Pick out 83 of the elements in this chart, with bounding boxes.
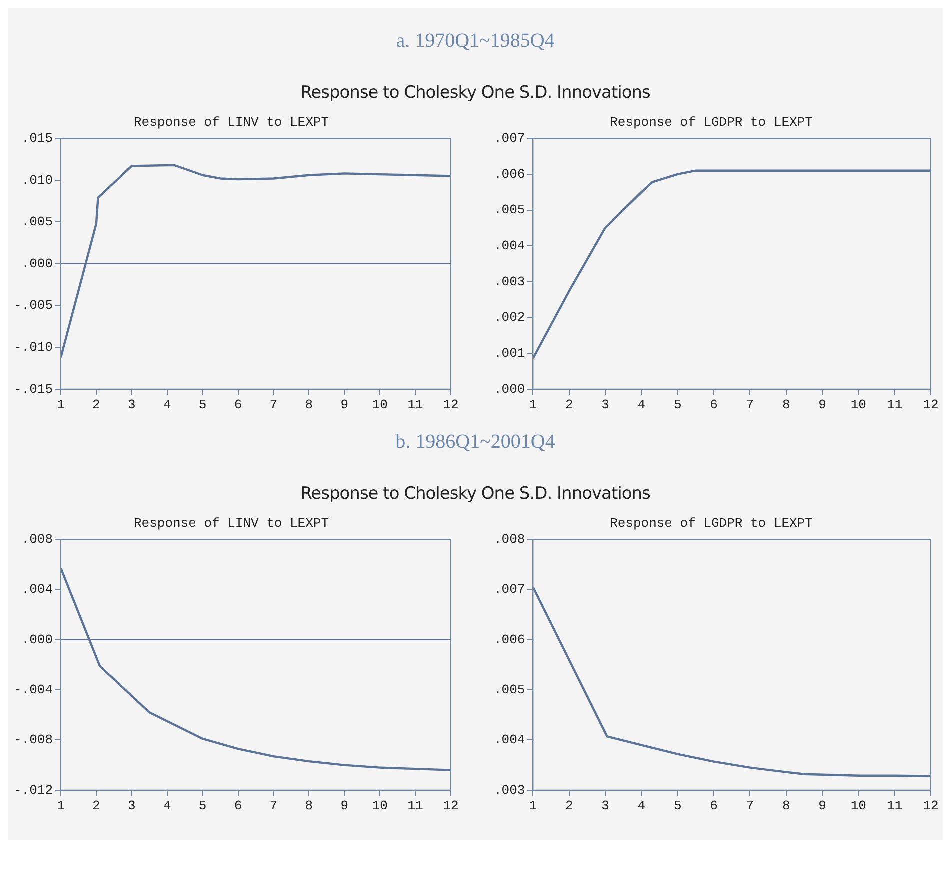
y-tick-label: .000 xyxy=(494,382,526,397)
y-tick-label: .003 xyxy=(494,274,526,290)
x-tick-label: 10 xyxy=(372,398,388,413)
text: b. 1986Q1~2001Q4 xyxy=(394,431,556,454)
y-tick-label: .010 xyxy=(22,172,54,188)
x-tick-label: 12 xyxy=(923,798,939,814)
x-tick-label: 6 xyxy=(234,398,242,413)
x-tick-label: 7 xyxy=(270,398,278,413)
y-tick-label: .006 xyxy=(494,632,526,648)
x-tick-label: 1 xyxy=(57,798,66,814)
x-tick-label: 3 xyxy=(602,798,610,814)
y-tick-label: .007 xyxy=(494,582,526,598)
y-tick-label: .005 xyxy=(494,202,526,218)
x-tick-label: 3 xyxy=(128,798,136,814)
y-tick-label: -.010 xyxy=(14,340,54,356)
x-tick-label: 12 xyxy=(443,398,459,413)
y-tick-label: .004 xyxy=(22,582,54,598)
x-tick-label: 12 xyxy=(923,398,939,413)
y-tick-label: -.012 xyxy=(14,782,54,798)
x-tick-label: 11 xyxy=(408,798,424,814)
x-tick-label: 5 xyxy=(674,398,682,413)
text: Response to Cholesky One S.D. Innovations xyxy=(300,83,652,103)
y-tick-label: -.005 xyxy=(14,298,54,314)
y-tick-label: .008 xyxy=(22,532,54,548)
text: a. 1970Q1~1985Q4 xyxy=(395,30,556,53)
y-tick-label: .015 xyxy=(22,131,54,146)
chart-title: Response of LINV to LEXPT xyxy=(134,115,330,130)
x-tick-label: 2 xyxy=(565,398,574,413)
x-tick-label: 6 xyxy=(234,798,242,814)
y-tick-label: -.008 xyxy=(14,732,54,748)
x-tick-label: 10 xyxy=(850,398,866,413)
y-tick-label: .001 xyxy=(494,346,526,362)
x-tick-label: 11 xyxy=(408,398,424,413)
y-tick-label: .005 xyxy=(22,214,54,230)
x-tick-label: 4 xyxy=(163,798,172,814)
x-tick-label: 2 xyxy=(92,798,100,814)
y-tick-label: .004 xyxy=(494,238,526,254)
text: Response to Cholesky One S.D. Innovations xyxy=(300,484,652,504)
y-tick-label: .007 xyxy=(494,131,526,146)
x-tick-label: 1 xyxy=(529,798,538,814)
x-tick-label: 8 xyxy=(782,398,790,413)
y-tick-label: -.004 xyxy=(14,682,54,698)
x-tick-label: 6 xyxy=(710,798,718,814)
x-tick-label: 9 xyxy=(340,798,349,814)
x-tick-label: 10 xyxy=(372,798,388,814)
x-tick-label: 8 xyxy=(305,798,314,814)
x-tick-label: 4 xyxy=(638,398,646,413)
y-tick-label: .000 xyxy=(22,632,54,648)
chart-title: Response of LGDPR to LEXPT xyxy=(610,516,814,532)
x-tick-label: 2 xyxy=(565,798,574,814)
y-tick-label: .000 xyxy=(22,256,54,272)
x-tick-label: 6 xyxy=(710,398,718,413)
x-tick-label: 9 xyxy=(818,398,826,413)
x-tick-label: 2 xyxy=(92,398,100,413)
y-tick-label: .006 xyxy=(494,166,526,182)
x-tick-label: 7 xyxy=(746,398,754,413)
x-tick-label: 4 xyxy=(638,798,646,814)
x-tick-label: 5 xyxy=(198,798,207,814)
x-tick-label: 1 xyxy=(57,398,66,413)
x-tick-label: 9 xyxy=(340,398,349,413)
x-tick-label: 8 xyxy=(305,398,314,413)
y-tick-label: .005 xyxy=(494,682,526,698)
x-tick-label: 9 xyxy=(818,798,826,814)
x-tick-label: 5 xyxy=(198,398,207,413)
x-tick-label: 7 xyxy=(746,798,754,814)
y-tick-label: .002 xyxy=(494,310,526,326)
x-tick-label: 10 xyxy=(850,798,866,814)
x-tick-label: 3 xyxy=(602,398,610,413)
x-tick-label: 7 xyxy=(270,798,278,814)
chart-title: Response of LGDPR to LEXPT xyxy=(610,115,814,130)
x-tick-label: 4 xyxy=(163,398,172,413)
x-tick-label: 1 xyxy=(529,398,538,413)
y-tick-label: .004 xyxy=(494,732,526,748)
x-tick-label: 12 xyxy=(443,798,459,814)
chart-title: Response of LINV to LEXPT xyxy=(134,516,330,532)
y-tick-label: .008 xyxy=(494,532,526,548)
x-tick-label: 3 xyxy=(128,398,136,413)
x-tick-label: 11 xyxy=(887,398,903,413)
x-tick-label: 11 xyxy=(887,798,903,814)
x-tick-label: 5 xyxy=(674,798,682,814)
x-tick-label: 8 xyxy=(782,798,790,814)
y-tick-label: -.015 xyxy=(14,382,54,397)
y-tick-label: .003 xyxy=(494,782,526,798)
